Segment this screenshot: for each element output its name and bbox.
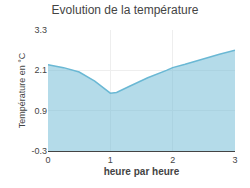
svg-text:-0.3: -0.3 <box>31 146 47 156</box>
svg-text:heure par heure: heure par heure <box>104 166 180 177</box>
svg-text:2: 2 <box>170 155 175 165</box>
svg-text:1: 1 <box>108 155 113 165</box>
svg-text:2.1: 2.1 <box>34 65 47 75</box>
svg-text:3.3: 3.3 <box>34 25 47 35</box>
svg-text:Evolution de la température: Evolution de la température <box>52 3 199 17</box>
svg-text:3: 3 <box>232 155 237 165</box>
svg-text:Température en °C: Température en °C <box>17 52 27 128</box>
svg-text:0: 0 <box>45 155 50 165</box>
svg-text:0.9: 0.9 <box>34 106 47 116</box>
